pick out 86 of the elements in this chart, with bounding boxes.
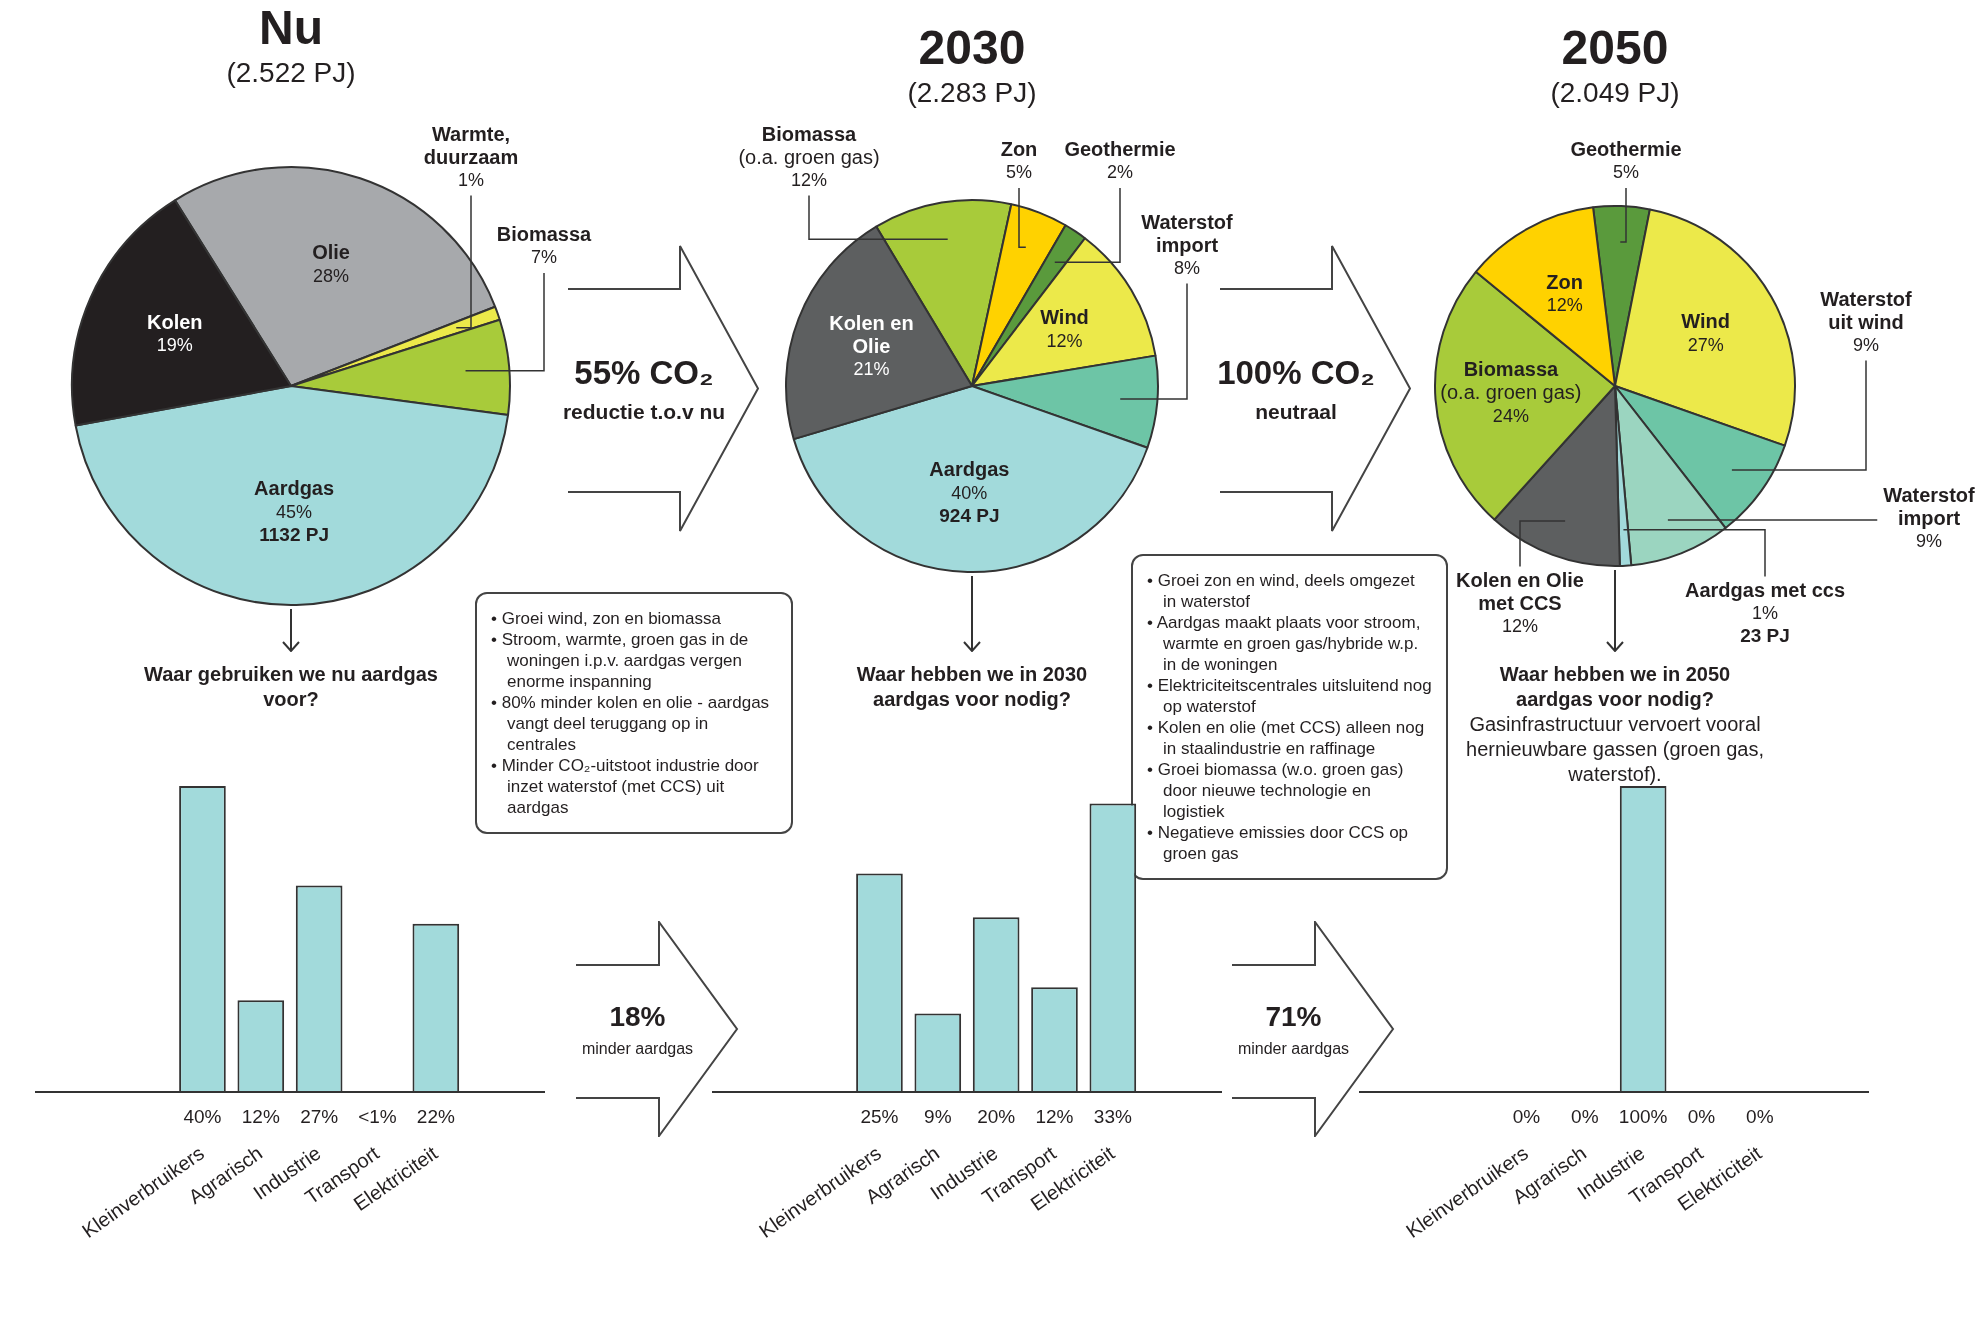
data-label: 21% bbox=[853, 358, 890, 379]
data-label: 12% bbox=[1546, 295, 1583, 315]
slice-label: Waterstof import bbox=[1883, 483, 1976, 529]
text: 23 PJ bbox=[1740, 625, 1790, 647]
chart-subtitle: (2.283 PJ) bbox=[906, 76, 1038, 110]
text: Waar hebben we in 2030 aardgas voor nodig? bbox=[855, 662, 1089, 712]
chart-title: 2050 bbox=[1560, 20, 1670, 76]
text: Waar gebruiken we nu aardgas voor? bbox=[143, 662, 439, 712]
text: • Groei zon en wind, deels omgezet in waterstof bbox=[1147, 570, 1416, 612]
slice-label: Waterstof import bbox=[1141, 210, 1234, 256]
data-label: 9% bbox=[924, 1106, 952, 1128]
text: 55% CO₂ bbox=[573, 353, 715, 393]
text: • Groei biomassa (w.o. groen gas) door nieuwe technologie en logistiek bbox=[1147, 759, 1405, 822]
data-label: 22% bbox=[416, 1106, 455, 1128]
slice-label: Geothermie bbox=[1570, 138, 1682, 161]
slice-label: Zon bbox=[1546, 270, 1583, 293]
data-label: 1% bbox=[1751, 602, 1779, 623]
text: • 80% minder kolen en olie - aardgas vangt deel teruggang op in centrales bbox=[491, 692, 771, 755]
data-label: 100% bbox=[1618, 1106, 1668, 1128]
data-label: 0% bbox=[1571, 1106, 1599, 1128]
slice-label: Kolen en Olie bbox=[829, 311, 914, 357]
text: neutraal bbox=[1254, 398, 1338, 424]
slice-label: Waterstof uit wind bbox=[1820, 287, 1913, 333]
data-label: 12% bbox=[790, 169, 828, 190]
slice-label: Wind bbox=[1040, 306, 1089, 329]
text: minder aardgas bbox=[580, 1039, 695, 1059]
text: 1132 PJ bbox=[259, 524, 329, 546]
slice-label: Aardgas bbox=[254, 477, 335, 500]
data-label: 0% bbox=[1687, 1106, 1716, 1128]
text: • Stroom, warmte, groen gas in de woningen i.p.v. aardgas vergen enorme inspanning bbox=[491, 629, 750, 692]
slice-label: Biomassa (o.a. groen gas) bbox=[738, 122, 880, 168]
data-label: 12% bbox=[1035, 1106, 1074, 1128]
data-label: 19% bbox=[156, 335, 193, 356]
text: 18% bbox=[608, 999, 667, 1034]
slice-label: Biomassa bbox=[496, 223, 593, 246]
data-label: 5% bbox=[1612, 162, 1640, 183]
data-label: 5% bbox=[1005, 162, 1033, 183]
text: • Kolen en olie (met CCS) alleen nog in staalindustrie en raffinage bbox=[1147, 717, 1426, 759]
data-label: 20% bbox=[977, 1106, 1016, 1128]
data-label: 7% bbox=[530, 247, 558, 268]
data-label: 9% bbox=[1852, 334, 1880, 355]
data-label: 40% bbox=[183, 1106, 222, 1128]
slice-label: Wind bbox=[1681, 310, 1731, 333]
slice-label: Warmte, duurzaam bbox=[423, 122, 519, 168]
data-label: 12% bbox=[1501, 615, 1539, 636]
text: reductie t.o.v nu bbox=[561, 398, 727, 424]
data-label: <1% bbox=[358, 1106, 397, 1128]
chart-subtitle: (2.522 PJ) bbox=[225, 56, 357, 90]
slice-label: Zon bbox=[1000, 138, 1038, 161]
data-label: 12% bbox=[1046, 330, 1083, 351]
data-label: 27% bbox=[300, 1106, 339, 1128]
slice-label: Kolen en Olie met CCS bbox=[1456, 568, 1584, 614]
data-label: 24% bbox=[1492, 405, 1529, 426]
text: • Aardgas maakt plaats voor stroom, warmte en groen gas/hybride w.p. in de woningen bbox=[1147, 612, 1422, 675]
data-label: 12% bbox=[241, 1106, 280, 1128]
slice-label: Olie bbox=[312, 241, 350, 264]
slice-label: Aardgas bbox=[929, 458, 1010, 481]
data-label: 45% bbox=[276, 501, 313, 522]
text: • Elektriciteitscentrales uitsluitend nog op waterstof bbox=[1147, 675, 1432, 717]
slice-label: Kolen bbox=[147, 310, 203, 333]
text: • Minder CO₂-uitstoot industrie door inzet waterstof (met CCS) uit aardgas bbox=[491, 755, 760, 818]
chart-subtitle: (2.049 PJ) bbox=[1549, 76, 1681, 110]
text: Gasinfrastructuur vervoert vooral hernieuwbare gassen (groen gas, waterstof). bbox=[1465, 712, 1765, 787]
text: 924 PJ bbox=[939, 505, 1000, 527]
data-label: 40% bbox=[951, 482, 988, 503]
data-label: 27% bbox=[1687, 334, 1724, 355]
text: 100% CO₂ bbox=[1216, 353, 1376, 393]
data-label: 1% bbox=[457, 169, 485, 190]
data-label: 2% bbox=[1106, 162, 1134, 183]
text: minder aardgas bbox=[1236, 1039, 1351, 1059]
data-label: 0% bbox=[1512, 1106, 1541, 1128]
slice-label: Geothermie bbox=[1064, 138, 1176, 161]
data-label: 25% bbox=[860, 1106, 899, 1128]
data-label: 33% bbox=[1093, 1106, 1132, 1128]
text: • Groei wind, zon en biomassa bbox=[491, 608, 722, 629]
slice-label: Aardgas met ccs bbox=[1684, 578, 1846, 601]
text: 71% bbox=[1264, 999, 1323, 1034]
text: • Negatieve emissies door CCS op groen gas bbox=[1147, 822, 1410, 864]
chart-title: 2030 bbox=[917, 20, 1027, 76]
data-label: 8% bbox=[1173, 257, 1201, 278]
chart-title: Nu bbox=[258, 0, 324, 56]
data-label: 0% bbox=[1746, 1106, 1774, 1128]
data-label: 28% bbox=[313, 265, 350, 286]
data-label: 9% bbox=[1915, 530, 1943, 551]
slice-label: Biomassa (o.a. groen gas) bbox=[1440, 358, 1582, 404]
text: Waar hebben we in 2050 aardgas voor nodig? bbox=[1498, 662, 1732, 712]
